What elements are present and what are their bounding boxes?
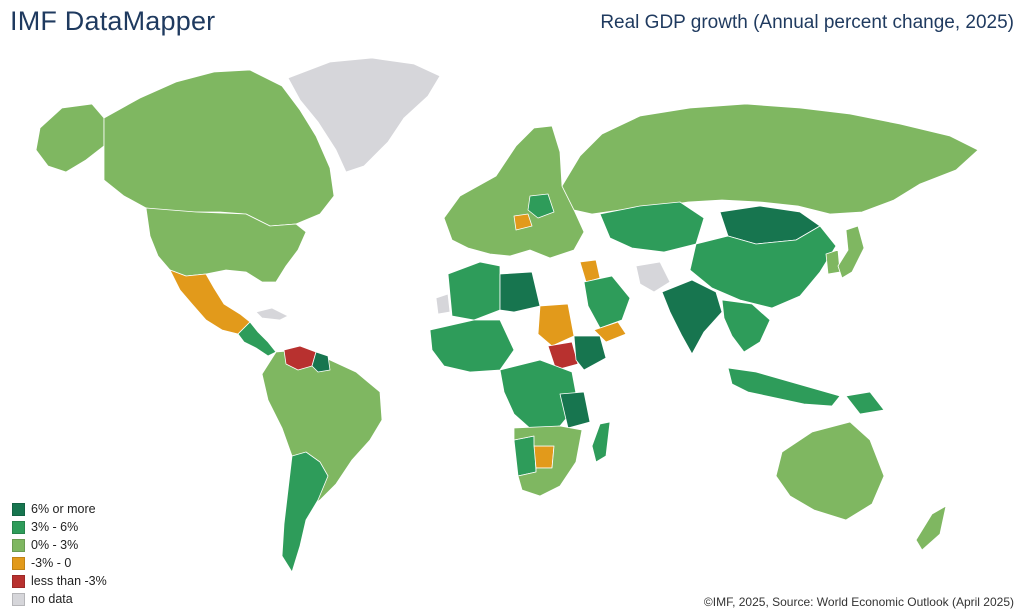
region-russia[interactable] [561, 103, 979, 215]
region-botswana[interactable] [533, 445, 555, 469]
region-sudan[interactable] [537, 303, 575, 347]
region-argentina[interactable] [281, 451, 329, 573]
legend-swatch [12, 556, 25, 570]
region-mexico[interactable] [169, 269, 251, 335]
source-credit: ©IMF, 2025, Source: World Economic Outlo… [703, 595, 1014, 609]
legend-swatch [12, 592, 25, 606]
region-syria[interactable] [579, 259, 601, 283]
brand-title: IMF DataMapper [10, 6, 216, 36]
region-western-sahara[interactable] [435, 293, 451, 315]
legend-label: 3% - 6% [31, 520, 79, 534]
legend-item: no data [12, 590, 107, 608]
region-namibia[interactable] [513, 435, 537, 477]
region-usa[interactable] [145, 207, 307, 283]
region-hungary[interactable] [513, 213, 533, 231]
legend-item: 6% or more [12, 500, 107, 518]
region-guyana[interactable] [311, 351, 331, 373]
region-tanzania[interactable] [559, 391, 591, 429]
region-indonesia[interactable] [727, 367, 841, 407]
region-australia[interactable] [775, 421, 885, 521]
legend-swatch [12, 502, 25, 516]
region-saudi-arabia[interactable] [583, 275, 631, 329]
legend-item: 3% - 6% [12, 518, 107, 536]
region-south-sudan[interactable] [547, 341, 579, 371]
region-new-zealand[interactable] [915, 505, 947, 551]
legend-swatch [12, 574, 25, 588]
region-yemen[interactable] [593, 321, 627, 343]
legend-item: -3% - 0 [12, 554, 107, 572]
legend-item: 0% - 3% [12, 536, 107, 554]
region-southern-africa[interactable] [513, 425, 583, 497]
region-north-africa[interactable] [447, 261, 501, 321]
legend-label: 6% or more [31, 502, 96, 516]
region-western-europe[interactable] [443, 125, 585, 259]
region-cuba[interactable] [255, 307, 289, 321]
region-greenland[interactable] [287, 57, 441, 173]
region-southeast-asia[interactable] [721, 299, 771, 353]
region-korea[interactable] [825, 249, 841, 275]
map-title: Real GDP growth (Annual percent change, … [600, 12, 1014, 33]
region-china[interactable] [689, 225, 837, 309]
region-alaska[interactable] [35, 103, 105, 173]
legend-label: -3% - 0 [31, 556, 72, 570]
legend-swatch [12, 538, 25, 552]
region-canada[interactable] [103, 69, 335, 227]
region-west-africa[interactable] [429, 319, 515, 373]
region-libya[interactable] [499, 271, 541, 313]
region-india[interactable] [661, 279, 723, 355]
region-madagascar[interactable] [591, 421, 611, 463]
legend-label: less than -3% [31, 574, 107, 588]
region-iran[interactable] [635, 261, 671, 293]
region-papua-new-guinea[interactable] [845, 391, 885, 415]
region-ethiopia[interactable] [573, 335, 607, 371]
legend-label: no data [31, 592, 73, 606]
region-south-america[interactable] [261, 349, 383, 511]
legend-item: less than -3% [12, 572, 107, 590]
region-poland[interactable] [527, 193, 555, 219]
legend-swatch [12, 520, 25, 534]
legend-label: 0% - 3% [31, 538, 79, 552]
region-japan[interactable] [837, 225, 865, 279]
legend: 6% or more 3% - 6% 0% - 3% -3% - 0 less than… [12, 500, 107, 608]
